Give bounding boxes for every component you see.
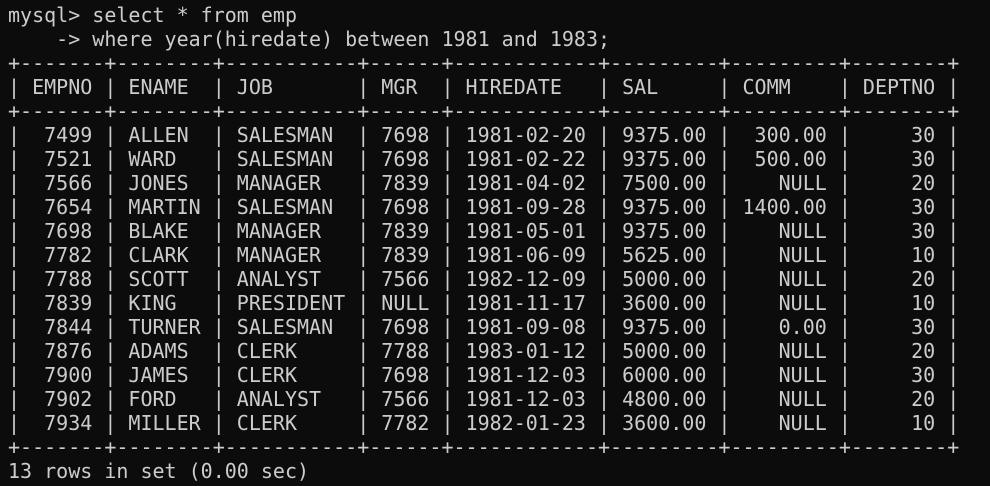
table-row: | 7839 | KING | PRESIDENT | NULL | 1981-… — [8, 291, 960, 315]
table-row: | 7902 | FORD | ANALYST | 7566 | 1981-12… — [8, 387, 960, 411]
table-border-top: +-------+--------+-----------+------+---… — [8, 51, 960, 75]
table-row: | 7654 | MARTIN | SALESMAN | 7698 | 1981… — [8, 195, 960, 219]
table-header-row: | EMPNO | ENAME | JOB | MGR | HIREDATE |… — [8, 75, 960, 99]
table-border-header: +-------+--------+-----------+------+---… — [8, 99, 960, 123]
result-summary: 13 rows in set (0.00 sec) — [8, 459, 310, 483]
table-row: | 7844 | TURNER | SALESMAN | 7698 | 1981… — [8, 315, 960, 339]
table-row: | 7900 | JAMES | CLERK | 7698 | 1981-12-… — [8, 363, 960, 387]
table-row: | 7698 | BLAKE | MANAGER | 7839 | 1981-0… — [8, 219, 960, 243]
table-row: | 7782 | CLARK | MANAGER | 7839 | 1981-0… — [8, 243, 960, 267]
table-border-bottom: +-------+--------+-----------+------+---… — [8, 435, 960, 459]
table-row: | 7566 | JONES | MANAGER | 7839 | 1981-0… — [8, 171, 960, 195]
table-row: | 7499 | ALLEN | SALESMAN | 7698 | 1981-… — [8, 123, 960, 147]
sql-continuation-line: -> where year(hiredate) between 1981 and… — [8, 27, 611, 51]
table-row: | 7934 | MILLER | CLERK | 7782 | 1982-01… — [8, 411, 960, 435]
table-row: | 7521 | WARD | SALESMAN | 7698 | 1981-0… — [8, 147, 960, 171]
table-row: | 7876 | ADAMS | CLERK | 7788 | 1983-01-… — [8, 339, 960, 363]
table-row: | 7788 | SCOTT | ANALYST | 7566 | 1982-1… — [8, 267, 960, 291]
sql-prompt-line: mysql> select * from emp — [8, 3, 297, 27]
